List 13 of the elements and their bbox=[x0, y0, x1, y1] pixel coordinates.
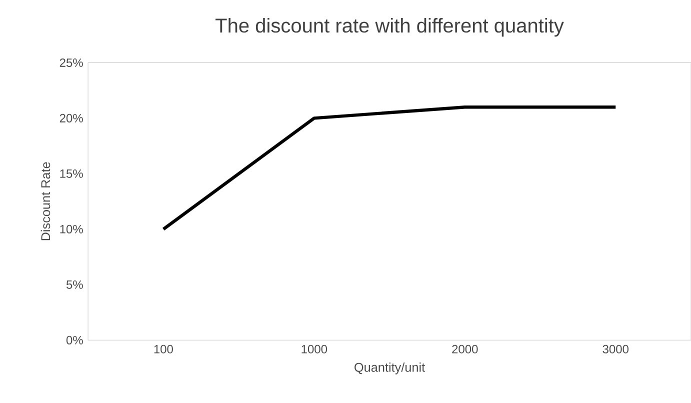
y-tick-label: 5% bbox=[66, 280, 83, 289]
y-tick-label: 25% bbox=[60, 58, 83, 68]
chart-title: The discount rate with different quantity bbox=[216, 18, 564, 37]
y-tick-label: 0% bbox=[66, 336, 83, 344]
x-tick-label: 3000 bbox=[602, 344, 629, 354]
x-tick-label: 2000 bbox=[452, 344, 478, 354]
y-tick-label: 15% bbox=[60, 170, 83, 178]
x-tick-label: 1000 bbox=[302, 344, 328, 354]
y-tick-label: 20% bbox=[60, 114, 83, 123]
y-axis-title: Discount Rate bbox=[40, 162, 50, 240]
x-axis-title: Quantity/unit bbox=[354, 362, 426, 374]
y-tick-label: 10% bbox=[60, 224, 83, 234]
x-tick-label: 100 bbox=[154, 344, 173, 354]
